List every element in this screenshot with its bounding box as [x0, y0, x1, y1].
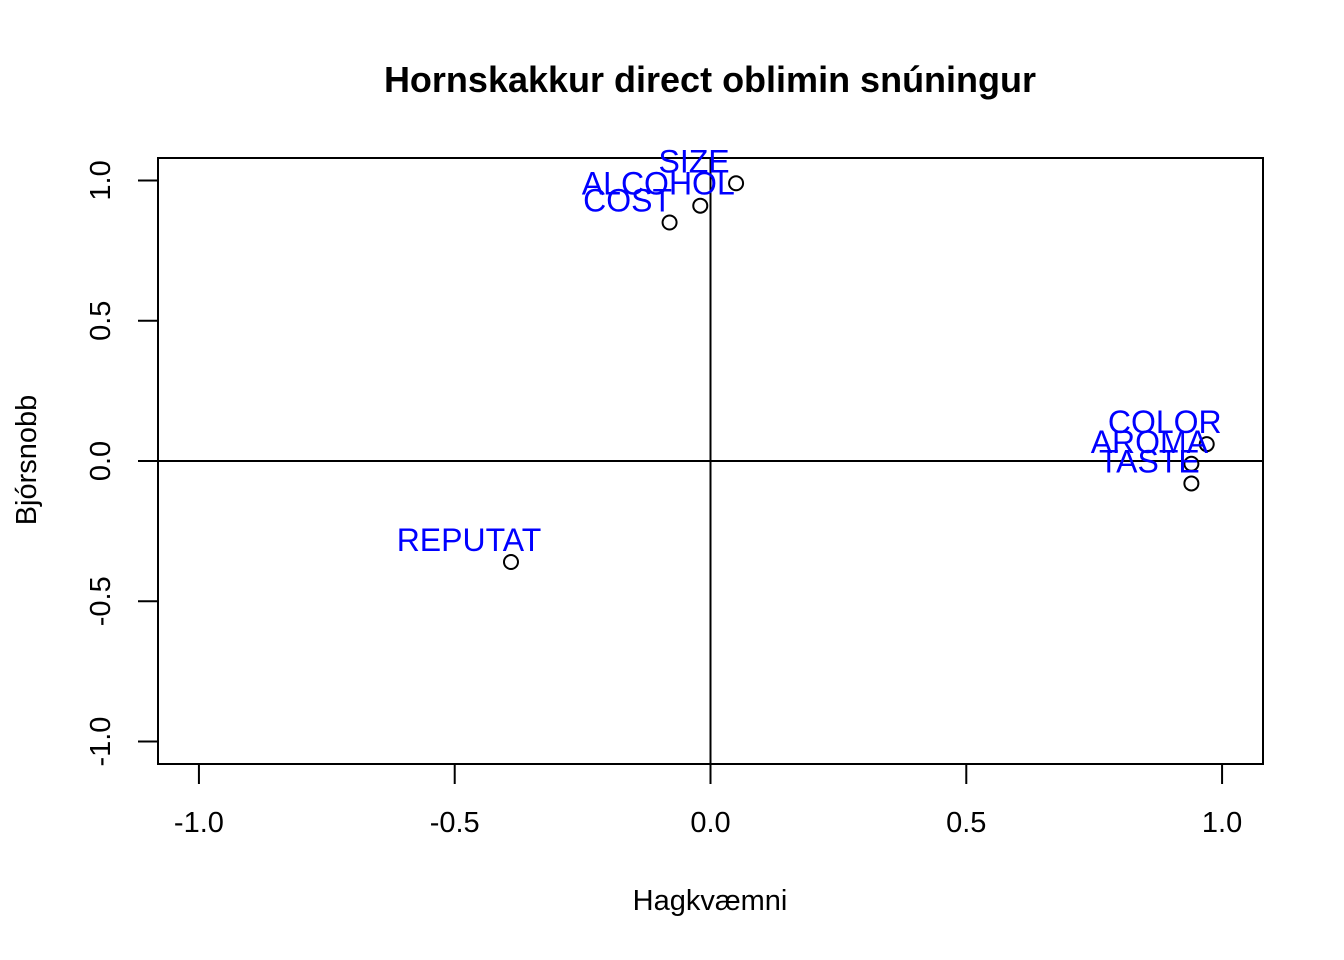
point-label: TASTE — [1099, 443, 1200, 479]
point-label: REPUTAT — [397, 522, 542, 558]
x-tick-label: 0.5 — [946, 807, 986, 839]
data-point — [661, 214, 678, 231]
point-label: ALCOHOL — [582, 166, 735, 202]
y-tick-label: 0.5 — [85, 301, 117, 341]
x-tick-label: 1.0 — [1202, 807, 1242, 839]
x-tick-label: -0.5 — [430, 807, 480, 839]
point-label: COLOR — [1108, 404, 1222, 440]
y-tick-label: 0.0 — [85, 441, 117, 481]
x-axis-label: Hagkvæmni — [633, 885, 788, 917]
plot-area: -1.0 -0.5 0.0 0.5 1.0 -1.0 -0.5 0.0 0.5 1.0 COST SI… — [85, 143, 1264, 839]
data-point — [1183, 475, 1200, 492]
data-point — [502, 554, 519, 570]
point-label: COST — [583, 183, 672, 219]
x-tick-label: -1.0 — [174, 807, 224, 839]
point-label: AROMA — [1091, 424, 1209, 460]
chart-title: Hornskakkur direct oblimin snúningur — [384, 59, 1036, 100]
y-tick-label: -1.0 — [85, 717, 117, 767]
x-tick-label: 0.0 — [690, 807, 730, 839]
y-tick-label: 1.0 — [85, 160, 117, 200]
data-point — [1183, 455, 1200, 472]
data-point — [1198, 436, 1215, 453]
data-point — [728, 175, 745, 192]
data-point — [692, 197, 709, 214]
y-axis-label: Bjórsnobb — [11, 395, 43, 526]
y-tick-label: -0.5 — [85, 576, 117, 626]
point-label: SIZE — [659, 143, 730, 179]
